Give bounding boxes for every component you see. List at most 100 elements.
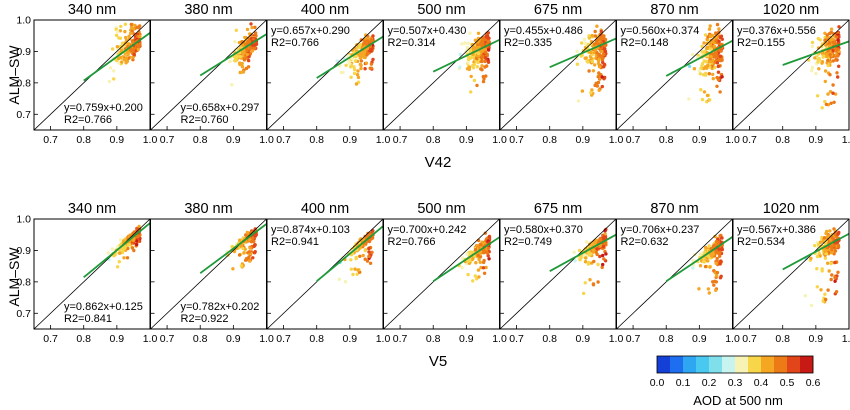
data-point bbox=[133, 23, 137, 28]
r2-label: R2=0.534 bbox=[737, 236, 785, 248]
data-point bbox=[828, 229, 832, 233]
fit-equation: y=0.874x+0.103 bbox=[271, 224, 350, 236]
data-point bbox=[592, 42, 597, 46]
r2-label: R2=0.335 bbox=[504, 37, 552, 49]
data-point bbox=[823, 31, 827, 35]
data-point bbox=[244, 42, 248, 47]
y-tick-label: 0.8 bbox=[16, 77, 31, 89]
data-point bbox=[465, 67, 470, 71]
data-point bbox=[831, 59, 835, 63]
data-point bbox=[130, 39, 135, 43]
fit-equation: y=0.706x+0.237 bbox=[621, 224, 700, 236]
fit-line bbox=[665, 39, 733, 77]
data-point bbox=[829, 277, 833, 282]
data-point bbox=[595, 24, 599, 28]
data-point bbox=[125, 59, 130, 63]
data-point bbox=[711, 245, 715, 249]
data-point bbox=[706, 63, 710, 68]
data-point bbox=[715, 256, 719, 261]
data-point bbox=[699, 88, 703, 92]
data-point bbox=[248, 259, 252, 263]
panel-title: 500 nm bbox=[417, 201, 465, 217]
data-point bbox=[248, 45, 252, 50]
y-tick-label: 0.9 bbox=[16, 46, 31, 58]
x-tick-label: 0.7 bbox=[160, 333, 175, 345]
one-to-one-line bbox=[499, 218, 617, 330]
scatter-points bbox=[457, 231, 492, 283]
data-point bbox=[469, 90, 473, 94]
data-point bbox=[700, 44, 704, 49]
data-point bbox=[719, 259, 723, 263]
data-point bbox=[593, 29, 597, 34]
data-point bbox=[698, 72, 702, 76]
one-to-one-line bbox=[383, 218, 500, 330]
data-point bbox=[469, 74, 473, 79]
scatter-points bbox=[803, 227, 841, 308]
fit-line bbox=[549, 37, 616, 68]
data-point bbox=[245, 52, 249, 57]
data-point bbox=[598, 238, 603, 243]
data-point bbox=[698, 264, 703, 268]
data-point bbox=[356, 69, 360, 73]
data-point bbox=[599, 29, 603, 34]
data-point bbox=[475, 65, 479, 69]
data-point bbox=[238, 62, 242, 67]
fit-line bbox=[432, 38, 500, 73]
data-point bbox=[720, 236, 724, 240]
data-point bbox=[132, 248, 136, 253]
data-point bbox=[371, 34, 375, 38]
data-point bbox=[813, 56, 817, 60]
data-point bbox=[707, 291, 711, 295]
x-tick-label: 0.9 bbox=[692, 333, 707, 345]
data-point bbox=[360, 238, 364, 242]
colorbar-tick-label: 0.0 bbox=[650, 377, 665, 389]
data-point bbox=[597, 65, 602, 69]
fit-equation: y=0.862x+0.125 bbox=[64, 301, 143, 313]
data-point bbox=[712, 283, 716, 287]
data-point bbox=[810, 40, 815, 45]
data-point bbox=[110, 47, 115, 51]
colorbar-tick-label: 0.5 bbox=[780, 377, 795, 389]
data-point bbox=[474, 261, 478, 265]
colorbar-segment bbox=[748, 356, 762, 373]
x-tick-label: 1.0 bbox=[492, 333, 507, 345]
data-point bbox=[240, 65, 245, 69]
x-tick-label: 0.8 bbox=[542, 333, 557, 345]
one-to-one-line bbox=[732, 19, 850, 131]
data-point bbox=[823, 79, 827, 84]
data-point bbox=[596, 61, 601, 66]
x-tick-label: 0.7 bbox=[742, 134, 757, 146]
data-point bbox=[112, 77, 116, 81]
data-point bbox=[245, 230, 250, 235]
data-point bbox=[815, 254, 820, 259]
data-point bbox=[126, 243, 131, 247]
data-point bbox=[831, 91, 835, 95]
data-point bbox=[594, 250, 598, 255]
colorbar-segment bbox=[787, 356, 801, 373]
data-point bbox=[359, 66, 363, 71]
data-point bbox=[604, 252, 608, 256]
data-point bbox=[816, 46, 821, 50]
data-point bbox=[120, 41, 125, 45]
data-point bbox=[248, 52, 253, 56]
x-tick-label: 0.8 bbox=[426, 134, 441, 146]
data-point bbox=[352, 71, 357, 76]
data-point bbox=[589, 252, 593, 256]
data-point bbox=[833, 92, 838, 96]
data-point bbox=[335, 59, 339, 63]
data-point bbox=[364, 61, 369, 65]
data-point bbox=[822, 236, 827, 240]
data-point bbox=[483, 48, 488, 52]
data-point bbox=[828, 73, 832, 77]
data-point bbox=[835, 71, 839, 75]
data-point bbox=[248, 246, 252, 250]
data-point bbox=[591, 69, 596, 73]
data-point bbox=[704, 245, 708, 250]
data-point bbox=[702, 59, 706, 63]
data-point bbox=[118, 251, 122, 255]
data-point bbox=[703, 264, 708, 269]
data-point bbox=[115, 45, 120, 49]
data-point bbox=[831, 48, 835, 53]
data-point bbox=[127, 34, 131, 38]
